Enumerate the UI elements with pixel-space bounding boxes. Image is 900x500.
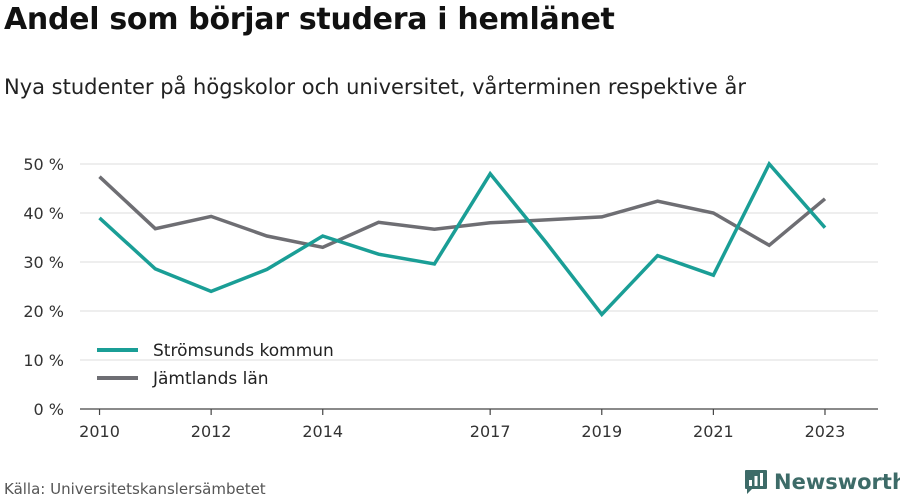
x-tick-label: 2010 xyxy=(79,422,120,441)
brand-logo: Newsworthy xyxy=(744,467,900,497)
y-tick-label: 20 % xyxy=(23,302,64,321)
y-tick-label: 0 % xyxy=(34,400,64,419)
series-line-jamtland xyxy=(98,175,827,250)
x-tick-label: 2012 xyxy=(191,422,232,441)
y-tick-label: 50 % xyxy=(23,155,64,174)
x-tick-label: 2023 xyxy=(805,422,846,441)
x-tick-label: 2017 xyxy=(470,422,511,441)
x-tick-label: 2014 xyxy=(302,422,343,441)
brand-name: Newsworthy xyxy=(774,470,900,494)
x-tick-label: 2021 xyxy=(693,422,734,441)
y-tick-label: 10 % xyxy=(23,351,64,370)
chart-subtitle: Nya studenter på högskolor och universit… xyxy=(4,75,746,99)
series-line-stromsund xyxy=(98,160,827,318)
x-tick-label: 2019 xyxy=(581,422,622,441)
chart-title: Andel som börjar studera i hemlänet xyxy=(4,2,615,37)
y-tick-label: 40 % xyxy=(23,204,64,223)
source-note: Källa: Universitetskanslersämbetet xyxy=(4,480,266,498)
y-tick-label: 30 % xyxy=(23,253,64,272)
legend-label: Jämtlands län xyxy=(152,369,269,389)
legend-label: Strömsunds kommun xyxy=(153,341,334,361)
newsworthy-logo-icon xyxy=(745,470,767,494)
